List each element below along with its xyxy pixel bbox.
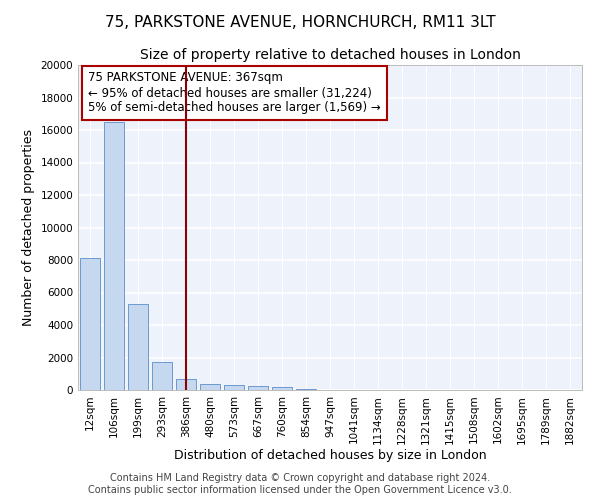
Y-axis label: Number of detached properties: Number of detached properties xyxy=(22,129,35,326)
Bar xyxy=(80,258,100,390)
Text: 75, PARKSTONE AVENUE, HORNCHURCH, RM11 3LT: 75, PARKSTONE AVENUE, HORNCHURCH, RM11 3… xyxy=(104,15,496,30)
Text: 75 PARKSTONE AVENUE: 367sqm
← 95% of detached houses are smaller (31,224)
5% of : 75 PARKSTONE AVENUE: 367sqm ← 95% of det… xyxy=(88,72,381,114)
Bar xyxy=(248,386,268,390)
X-axis label: Distribution of detached houses by size in London: Distribution of detached houses by size … xyxy=(173,449,487,462)
Bar xyxy=(128,304,148,390)
Bar xyxy=(152,362,172,390)
Bar xyxy=(224,386,244,390)
Bar xyxy=(200,384,220,390)
Bar xyxy=(296,389,316,390)
Text: Contains HM Land Registry data © Crown copyright and database right 2024.
Contai: Contains HM Land Registry data © Crown c… xyxy=(88,474,512,495)
Title: Size of property relative to detached houses in London: Size of property relative to detached ho… xyxy=(140,48,520,62)
Bar xyxy=(272,386,292,390)
Bar xyxy=(176,378,196,390)
Bar xyxy=(104,122,124,390)
